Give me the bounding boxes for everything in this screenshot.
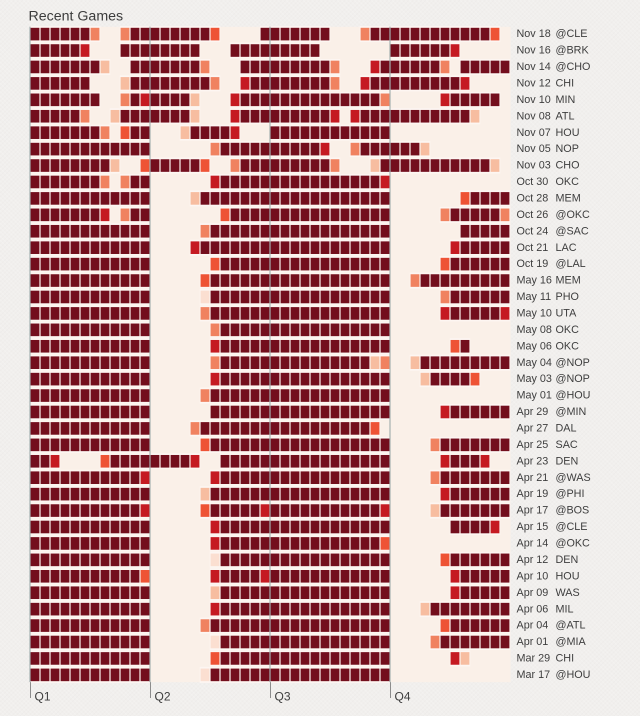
svg-text:@WAS: @WAS [556, 472, 591, 484]
svg-text:Apr 19: Apr 19 [517, 488, 549, 500]
svg-text:MIN: MIN [556, 94, 576, 106]
svg-text:Oct 19: Oct 19 [517, 258, 549, 270]
svg-text:@MIN: @MIN [556, 406, 587, 418]
svg-text:Mar 29: Mar 29 [517, 653, 551, 665]
svg-text:Q1: Q1 [35, 689, 51, 703]
svg-text:Apr 27: Apr 27 [517, 423, 549, 435]
svg-text:@CHO: @CHO [556, 61, 591, 73]
svg-text:Nov 10: Nov 10 [517, 94, 551, 106]
svg-text:PHO: PHO [556, 291, 579, 303]
svg-text:May 16: May 16 [517, 275, 552, 287]
svg-text:@BRK: @BRK [556, 45, 590, 57]
svg-text:HOU: HOU [556, 127, 580, 139]
svg-text:CHI: CHI [556, 653, 575, 665]
svg-text:NOP: NOP [556, 143, 579, 155]
svg-text:May 01: May 01 [517, 390, 552, 402]
svg-text:Oct 26: Oct 26 [517, 209, 549, 221]
svg-text:Nov 08: Nov 08 [517, 110, 551, 122]
svg-text:Recent Games: Recent Games [29, 9, 124, 25]
svg-text:@MIA: @MIA [556, 636, 587, 648]
svg-text:DAL: DAL [556, 423, 577, 435]
svg-text:Apr 23: Apr 23 [517, 455, 549, 467]
svg-text:May 06: May 06 [517, 340, 552, 352]
svg-text:Nov 03: Nov 03 [517, 160, 551, 172]
svg-text:Apr 01: Apr 01 [517, 636, 549, 648]
svg-text:@PHI: @PHI [556, 488, 585, 500]
svg-text:Nov 16: Nov 16 [517, 45, 551, 57]
svg-text:Oct 21: Oct 21 [517, 242, 549, 254]
svg-text:Apr 04: Apr 04 [517, 620, 549, 632]
svg-text:CHI: CHI [556, 77, 575, 89]
svg-text:May 08: May 08 [517, 324, 552, 336]
svg-text:Mar 17: Mar 17 [517, 669, 551, 681]
svg-text:OKC: OKC [556, 176, 580, 188]
svg-text:SAC: SAC [556, 439, 578, 451]
svg-text:@SAC: @SAC [556, 225, 589, 237]
svg-text:Nov 18: Nov 18 [517, 28, 551, 40]
svg-text:Apr 09: Apr 09 [517, 587, 549, 599]
svg-text:CHO: CHO [556, 160, 580, 172]
svg-text:@ATL: @ATL [556, 620, 586, 632]
svg-text:@HOU: @HOU [556, 669, 591, 681]
svg-text:ATL: ATL [556, 110, 575, 122]
svg-text:WAS: WAS [556, 587, 580, 599]
svg-text:May 04: May 04 [517, 357, 552, 369]
svg-text:May 11: May 11 [517, 291, 552, 303]
svg-text:@CLE: @CLE [556, 28, 588, 40]
svg-text:Nov 05: Nov 05 [517, 143, 551, 155]
svg-text:@HOU: @HOU [556, 390, 591, 402]
svg-text:Apr 14: Apr 14 [517, 538, 549, 550]
svg-text:@LAL: @LAL [556, 258, 586, 270]
svg-text:@BOS: @BOS [556, 505, 590, 517]
svg-text:Apr 06: Apr 06 [517, 603, 549, 615]
svg-text:HOU: HOU [556, 570, 580, 582]
svg-text:Apr 12: Apr 12 [517, 554, 549, 566]
svg-text:MEM: MEM [556, 275, 581, 287]
svg-text:Oct 30: Oct 30 [517, 176, 549, 188]
svg-text:Apr 17: Apr 17 [517, 505, 549, 517]
svg-text:Nov 14: Nov 14 [517, 61, 551, 73]
svg-text:Nov 07: Nov 07 [517, 127, 551, 139]
svg-text:Apr 15: Apr 15 [517, 521, 549, 533]
svg-text:OKC: OKC [556, 324, 580, 336]
svg-text:Oct 24: Oct 24 [517, 225, 549, 237]
svg-text:Apr 21: Apr 21 [517, 472, 549, 484]
svg-text:Q3: Q3 [275, 689, 291, 703]
svg-text:@OKC: @OKC [556, 209, 591, 221]
svg-text:Q4: Q4 [395, 689, 411, 703]
svg-text:MEM: MEM [556, 193, 581, 205]
svg-text:Q2: Q2 [155, 689, 171, 703]
svg-text:Apr 29: Apr 29 [517, 406, 549, 418]
svg-text:UTA: UTA [556, 308, 578, 320]
svg-text:Oct 28: Oct 28 [517, 193, 549, 205]
svg-text:@NOP: @NOP [556, 357, 590, 369]
svg-text:DEN: DEN [556, 455, 579, 467]
svg-text:MIL: MIL [556, 603, 574, 615]
svg-text:OKC: OKC [556, 340, 580, 352]
svg-text:Apr 10: Apr 10 [517, 570, 549, 582]
svg-text:Apr 25: Apr 25 [517, 439, 549, 451]
svg-text:@OKC: @OKC [556, 538, 591, 550]
svg-text:Nov 12: Nov 12 [517, 77, 551, 89]
svg-text:@CLE: @CLE [556, 521, 588, 533]
svg-text:DEN: DEN [556, 554, 579, 566]
svg-text:May 10: May 10 [517, 308, 552, 320]
svg-text:May 03: May 03 [517, 373, 552, 385]
svg-text:@NOP: @NOP [556, 373, 590, 385]
svg-text:LAC: LAC [556, 242, 577, 254]
